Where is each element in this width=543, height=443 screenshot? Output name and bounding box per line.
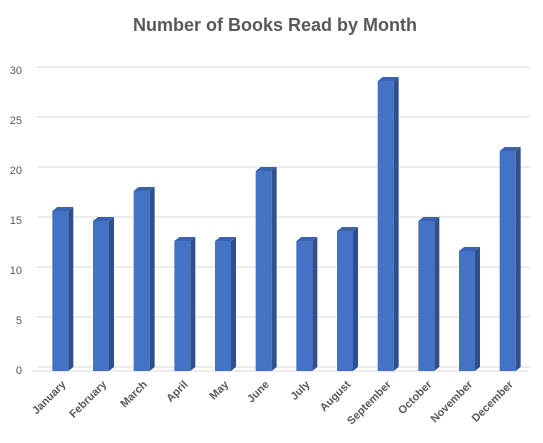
- bar: [93, 221, 109, 371]
- bar: [418, 221, 435, 371]
- bar-side: [393, 77, 399, 371]
- bar: [499, 151, 516, 371]
- chart-title: Number of Books Read by Month: [133, 15, 417, 35]
- bar-side: [190, 237, 196, 371]
- bar-top: [499, 147, 521, 151]
- bar-top: [337, 227, 358, 231]
- y-tick-label: 5: [16, 315, 22, 327]
- bar: [215, 241, 231, 371]
- bar-top: [215, 237, 236, 241]
- bar: [377, 81, 394, 371]
- bar-side: [231, 237, 236, 371]
- bar: [133, 191, 150, 371]
- bar-top: [296, 237, 318, 241]
- bar-top: [377, 77, 399, 81]
- bar: [337, 231, 353, 371]
- bar-top: [459, 247, 480, 251]
- y-tick-label: 20: [10, 165, 22, 177]
- bar-top: [255, 167, 277, 171]
- bar-side: [271, 167, 277, 371]
- y-tick-label: 30: [10, 65, 22, 77]
- bar-top: [174, 237, 196, 241]
- y-tick-label: 15: [10, 215, 22, 227]
- bar-side: [149, 187, 155, 371]
- bar-side: [475, 247, 480, 371]
- bar-side: [68, 207, 74, 371]
- bar-side: [109, 217, 114, 371]
- bar-top: [52, 207, 74, 211]
- bar-side: [515, 147, 521, 371]
- bar: [174, 241, 191, 371]
- bar-side: [353, 227, 358, 371]
- bar: [52, 211, 69, 371]
- y-tick-label: 25: [10, 115, 22, 127]
- bar-top: [133, 187, 155, 191]
- bar: [459, 251, 475, 371]
- bar-side: [434, 217, 440, 371]
- bar-side: [312, 237, 318, 371]
- bar-top: [418, 217, 440, 221]
- bar: [296, 241, 313, 371]
- y-tick-label: 10: [10, 265, 22, 277]
- bar: [255, 171, 272, 371]
- y-tick-label: 0: [16, 365, 22, 377]
- bar-top: [93, 217, 114, 221]
